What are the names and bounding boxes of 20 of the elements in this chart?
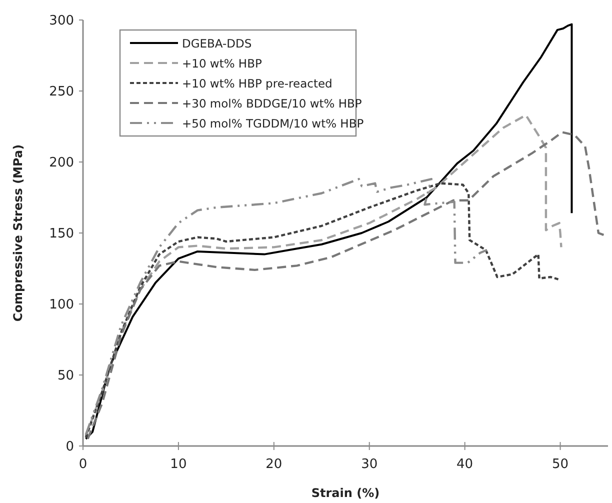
- y-tick-label: 300: [49, 14, 74, 28]
- x-tick-label: 10: [170, 457, 187, 472]
- y-axis-title: Compressive Stress (MPa): [11, 144, 25, 322]
- x-tick-label: 20: [266, 457, 282, 472]
- y-tick-label: 0: [66, 440, 74, 454]
- y-tick-label: 100: [49, 298, 74, 312]
- x-tick-label: 50: [552, 457, 569, 472]
- x-tick-label: 40: [456, 457, 474, 472]
- y-tick-label: 250: [49, 84, 74, 100]
- y-tick-label: 200: [49, 156, 74, 170]
- legend-label: +50 mol% TGDDM/10 wt% HBP: [182, 116, 364, 130]
- y-tick-label: 50: [57, 368, 74, 384]
- x-tick-label: 30: [361, 457, 378, 472]
- legend-label: +10 wt% HBP pre-reacted: [182, 76, 332, 90]
- legend-label: DGEBA-DDS: [182, 36, 252, 50]
- y-tick-label: 150: [49, 226, 74, 242]
- x-axis-title: Strain (%): [311, 486, 380, 500]
- legend-label: +30 mol% BDDGE/10 wt% HBP: [182, 96, 362, 110]
- x-tick-label: 0: [78, 457, 88, 472]
- legend-label: +10 wt% HBP: [182, 56, 262, 70]
